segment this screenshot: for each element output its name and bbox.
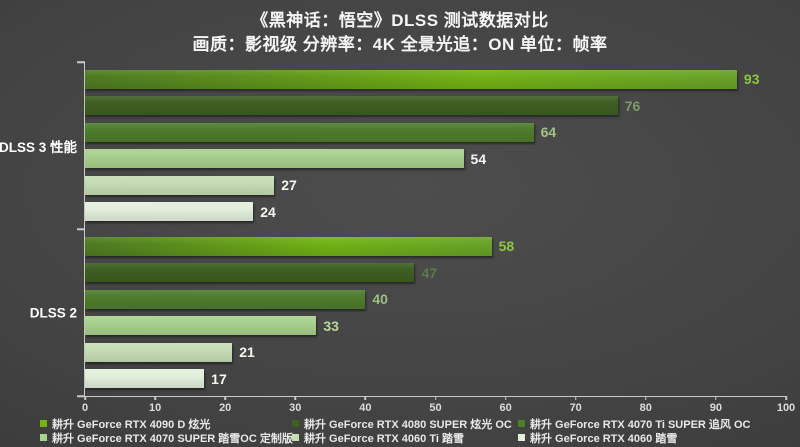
- bar-value-label: 93: [743, 71, 760, 88]
- bar: [85, 69, 737, 89]
- legend-item: 耕升 GeForce RTX 4090 D 炫光: [40, 417, 292, 431]
- bar-value-label: 17: [211, 370, 227, 387]
- bar-group-2: DLSS 2 58 47 40 33 21 17: [30, 229, 786, 396]
- x-axis-tick-label: 50: [429, 402, 442, 414]
- bar-row: 24: [85, 202, 786, 222]
- bar-group-1: DLSS 3 性能 93 76 64 54 27 24: [0, 62, 786, 229]
- x-axis-tick: [154, 396, 156, 400]
- group-label: DLSS 3 性能: [0, 139, 77, 155]
- x-axis-tick: [84, 396, 86, 400]
- bar: [85, 289, 366, 309]
- bar-row: 33: [85, 316, 786, 336]
- x-axis-tick: [504, 396, 507, 400]
- bar: [85, 342, 233, 362]
- bar-row: 40: [85, 289, 786, 309]
- legend-swatch: [40, 420, 47, 427]
- x-axis-tick-label: 70: [569, 402, 582, 414]
- bar-value-label: 27: [281, 177, 297, 194]
- x-axis-tick-label: 20: [219, 402, 232, 414]
- bar: [85, 175, 275, 195]
- chart-title: 《黑神话：悟空》DLSS 测试数据对比: [251, 11, 549, 30]
- legend-swatch: [40, 434, 47, 441]
- bar-value-label: 33: [323, 317, 339, 334]
- chart-subtitle: 画质：影视级 分辨率：4K 全景光追：ON 单位：帧率: [192, 35, 608, 54]
- y-axis-tick: [77, 395, 85, 397]
- x-axis-tick: [785, 396, 787, 400]
- x-axis-tick-label: 0: [81, 402, 89, 414]
- legend-item: 耕升 GeForce RTX 4080 SUPER 炫光 OC: [292, 417, 518, 431]
- x-axis-tick: [434, 396, 437, 400]
- bar-value-label: 24: [260, 203, 276, 220]
- bar-row: 27: [85, 175, 786, 195]
- legend-label: 耕升 GeForce RTX 4060 Ti 踏雪: [304, 432, 464, 445]
- x-axis-tick-label: 40: [359, 402, 372, 414]
- bar-row: 58: [85, 236, 786, 256]
- bar-row: 64: [85, 122, 786, 142]
- legend-label: 耕升 GeForce RTX 4070 SUPER 踏雪OC 定制版: [52, 432, 293, 445]
- x-axis-tick-label: 90: [709, 402, 723, 414]
- x-axis-tick: [294, 396, 297, 400]
- legend-label: 耕升 GeForce RTX 4080 SUPER 炫光 OC: [304, 418, 512, 431]
- legend-item: 耕升 GeForce RTX 4070 Ti SUPER 追风 OC: [518, 417, 751, 431]
- legend-label: 耕升 GeForce RTX 4060 踏雪: [530, 432, 678, 445]
- bar-value-label: 47: [421, 264, 438, 281]
- group-label: DLSS 2: [29, 305, 77, 320]
- y-axis-tick: [77, 61, 85, 63]
- bar-row: 93: [85, 69, 786, 89]
- legend-swatch: [518, 420, 525, 427]
- bar-row: 76: [85, 96, 786, 116]
- x-axis-tick: [574, 396, 577, 400]
- x-axis-tick: [645, 396, 647, 400]
- legend: 耕升 GeForce RTX 4090 D 炫光 耕升 GeForce RTX 4…: [40, 417, 751, 445]
- bar-row: 17: [85, 369, 786, 389]
- bar-value-label: 21: [239, 344, 255, 361]
- bar-value-label: 40: [372, 291, 388, 308]
- x-axis-tick-label: 80: [639, 402, 652, 414]
- x-axis-tick: [364, 396, 367, 400]
- legend-label: 耕升 GeForce RTX 4090 D 炫光: [52, 418, 211, 431]
- bar: [85, 236, 492, 256]
- bar: [85, 369, 205, 389]
- x-axis-tick-label: 30: [289, 402, 302, 414]
- x-axis-tick-label: 10: [148, 402, 162, 414]
- x-axis-tick: [715, 396, 717, 400]
- bar: [85, 122, 534, 142]
- bar-row: 21: [85, 342, 786, 362]
- legend-swatch: [518, 434, 525, 441]
- bar: [85, 316, 317, 336]
- legend-label: 耕升 GeForce RTX 4070 Ti SUPER 追风 OC: [530, 418, 751, 431]
- legend-item: 耕升 GeForce RTX 4060 Ti 踏雪: [292, 431, 518, 445]
- bar: [85, 96, 618, 116]
- x-axis-tick-label: 60: [499, 402, 512, 414]
- legend-item: 耕升 GeForce RTX 4070 SUPER 踏雪OC 定制版: [40, 431, 293, 445]
- legend-swatch: [292, 434, 299, 441]
- bar-value-label: 64: [540, 124, 557, 141]
- bar-value-label: 76: [624, 97, 641, 114]
- x-axis-tick: [224, 396, 226, 400]
- bar-value-label: 54: [470, 150, 487, 167]
- bar: [85, 202, 254, 222]
- bar: [85, 263, 415, 283]
- bar-row: 47: [85, 263, 786, 283]
- legend-swatch: [292, 420, 299, 427]
- bar-value-label: 58: [498, 238, 515, 255]
- x-axis-tick-label: 100: [776, 402, 796, 414]
- plot-area: DLSS 3 性能 93 76 64 54 27 24 DLSS 2 58 47 40 33 21 17 0…: [0, 61, 795, 414]
- y-axis-tick: [77, 228, 85, 230]
- bar-row: 54: [85, 149, 786, 169]
- bar: [85, 149, 464, 169]
- legend-item: 耕升 GeForce RTX 4060 踏雪: [518, 431, 750, 445]
